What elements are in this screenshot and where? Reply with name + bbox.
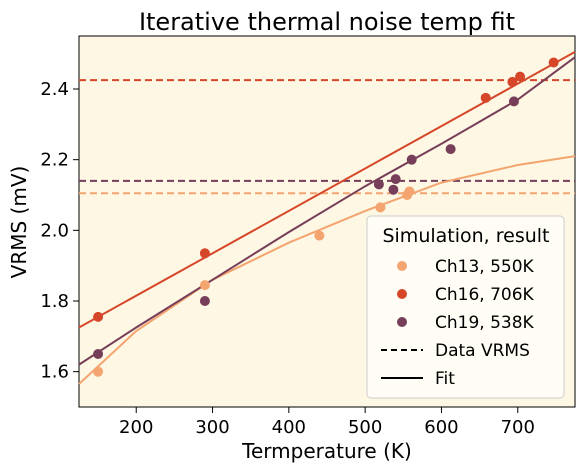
fit-curve-1: [78, 51, 576, 329]
legend-label-ch19: Ch19, 538K: [435, 313, 535, 333]
data-point: [404, 186, 415, 197]
legend-marker-ch13: [397, 261, 407, 271]
y-tick-label: 2.4: [40, 79, 69, 100]
data-point: [199, 248, 210, 259]
data-point: [199, 280, 210, 291]
fit-curve-2: [78, 56, 576, 366]
legend-box: [366, 215, 565, 399]
data-point: [93, 311, 104, 322]
data-point: [388, 184, 399, 195]
x-tick-label: 200: [119, 417, 153, 438]
x-tick-label: 700: [501, 417, 535, 438]
y-axis-ticks: 1.6 1.8 2.0 2.2 2.4: [40, 79, 79, 383]
data-point: [93, 366, 104, 377]
fit-curve-0: [78, 155, 576, 385]
data-point: [390, 174, 401, 185]
x-axis-ticks: 200 300 400 500 600 700: [119, 407, 535, 438]
chart-title: Iterative thermal noise temp fit: [139, 8, 515, 36]
legend-marker-ch19: [397, 317, 407, 327]
data-point: [199, 296, 210, 306]
data-point: [406, 154, 417, 165]
y-tick-label: 1.6: [40, 362, 69, 383]
y-tick-label: 2.2: [40, 150, 69, 171]
x-axis-label: Termperature (K): [241, 439, 412, 463]
data-vrms-lines: [79, 79, 575, 195]
y-tick-label: 2.0: [40, 220, 69, 241]
data-point: [508, 96, 519, 107]
data-point: [445, 144, 456, 155]
data-point: [314, 230, 325, 241]
legend-label-fit: Fit: [435, 369, 455, 389]
legend: Simulation, result Ch13, 550K Ch16, 706K…: [366, 215, 565, 399]
data-point: [373, 179, 384, 190]
x-tick-label: 400: [272, 417, 306, 438]
y-axis-label: VRMS (mV): [7, 166, 31, 279]
legend-label-ch16: Ch16, 706K: [435, 285, 535, 305]
x-tick-label: 300: [195, 417, 229, 438]
data-point: [93, 349, 104, 359]
x-tick-label: 600: [424, 417, 458, 438]
data-point: [507, 76, 518, 87]
legend-label-data-vrms: Data VRMS: [435, 341, 530, 361]
data-point: [515, 71, 526, 82]
data-points: [93, 57, 559, 377]
legend-label-ch13: Ch13, 550K: [435, 257, 535, 277]
fit-curves: [78, 51, 576, 385]
data-point: [375, 202, 386, 213]
legend-marker-ch16: [397, 289, 407, 299]
y-tick-label: 1.8: [40, 291, 69, 312]
legend-title: Simulation, result: [382, 225, 549, 247]
data-point: [548, 57, 559, 68]
data-point: [480, 92, 491, 103]
x-tick-label: 500: [348, 417, 382, 438]
